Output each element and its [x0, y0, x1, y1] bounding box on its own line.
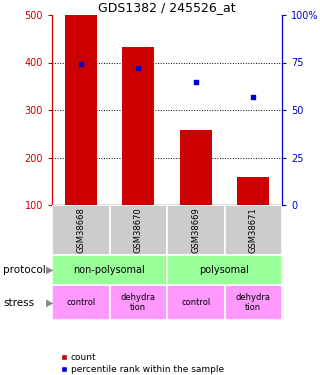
Bar: [225, 205, 282, 255]
Point: [193, 78, 198, 84]
Bar: [109, 205, 167, 255]
Text: control: control: [66, 298, 95, 307]
Text: GSM38671: GSM38671: [249, 207, 258, 253]
Text: protocol: protocol: [3, 265, 46, 275]
Bar: [167, 285, 225, 320]
Bar: [52, 285, 109, 320]
Bar: [52, 255, 167, 285]
Text: GSM38668: GSM38668: [76, 207, 85, 253]
Bar: [237, 177, 269, 205]
Text: GSM38670: GSM38670: [134, 207, 143, 253]
Text: dehydra
tion: dehydra tion: [236, 293, 271, 312]
Legend: count, percentile rank within the sample: count, percentile rank within the sample: [57, 350, 228, 375]
Text: ▶: ▶: [46, 297, 53, 307]
Title: GDS1382 / 245526_at: GDS1382 / 245526_at: [98, 1, 236, 14]
Bar: [109, 285, 167, 320]
Bar: [180, 130, 212, 205]
Bar: [65, 15, 97, 205]
Point: [136, 65, 141, 71]
Bar: [225, 285, 282, 320]
Point: [78, 62, 83, 68]
Text: control: control: [181, 298, 210, 307]
Bar: [52, 205, 109, 255]
Bar: [123, 47, 154, 205]
Bar: [167, 255, 282, 285]
Point: [251, 94, 256, 100]
Text: GSM38669: GSM38669: [191, 207, 200, 253]
Bar: [167, 205, 225, 255]
Text: polysomal: polysomal: [200, 265, 249, 275]
Text: ▶: ▶: [46, 265, 53, 275]
Text: stress: stress: [3, 297, 34, 307]
Text: dehydra
tion: dehydra tion: [121, 293, 156, 312]
Text: non-polysomal: non-polysomal: [74, 265, 145, 275]
